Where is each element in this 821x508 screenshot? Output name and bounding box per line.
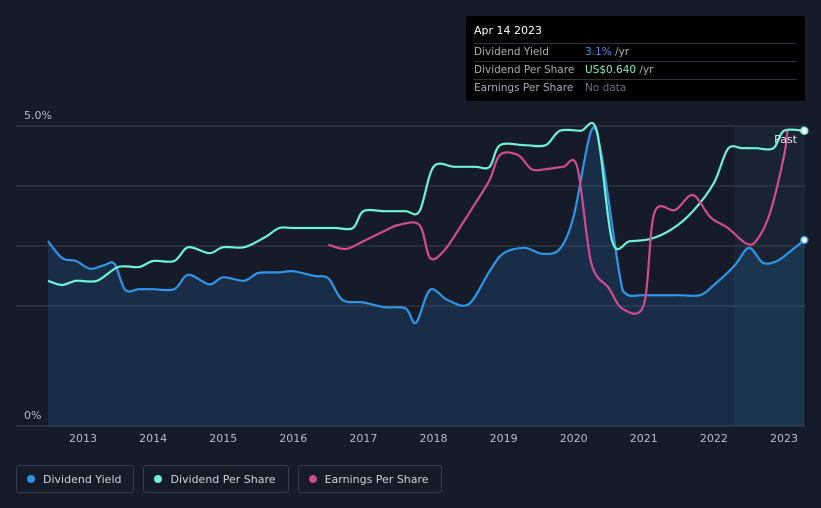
tooltip-value: US$0.640 [585, 64, 637, 76]
x-axis-ticks: 2013 2014 2015 2016 2017 2018 2019 2020 2021 2022… [69, 432, 798, 445]
tooltip-label: Dividend Yield [474, 46, 549, 58]
y-tick-label: 5.0% [24, 109, 52, 122]
yield-area [48, 127, 805, 427]
grid-lines [16, 125, 805, 427]
series-endpoints [800, 126, 809, 245]
legend: Dividend Yield Dividend Per Share Earnin… [16, 465, 442, 493]
x-tick-label: 2023 [770, 432, 798, 445]
series-areas [48, 127, 805, 427]
legend-label: Earnings Per Share [324, 472, 429, 486]
x-tick-label: 2016 [279, 432, 307, 445]
yield-line [47, 126, 805, 325]
tooltip-value: No data [585, 82, 627, 94]
tooltip-row-dividend-per-share: Dividend Per Share US$0.640 /yr [474, 61, 797, 79]
x-tick-label: 2017 [349, 432, 377, 445]
x-tick-label: 2018 [420, 432, 448, 445]
past-label: Past [774, 133, 798, 146]
tooltip-unit: /yr [636, 64, 654, 76]
y-tick-label: 0% [24, 409, 41, 422]
x-tick-label: 2022 [700, 432, 728, 445]
x-tick-label: 2021 [630, 432, 658, 445]
tooltip-date: Apr 14 2023 [474, 24, 543, 37]
tooltip-panel: Apr 14 2023 Dividend Yield 3.1% /yr Divi… [466, 16, 805, 101]
tooltip-label: Dividend Per Share [474, 64, 575, 76]
tooltip-value: 3.1% [585, 46, 612, 58]
past-shade [734, 126, 805, 426]
legend-label: Dividend Yield [43, 472, 122, 486]
tooltip-row-earnings-per-share: Earnings Per Share No data [474, 79, 797, 97]
legend-label: Dividend Per Share [170, 472, 276, 486]
legend-item-dividend-per-share[interactable]: Dividend Per Share [143, 465, 289, 493]
x-tick-label: 2020 [560, 432, 588, 445]
y-axis-ticks: 5.0% 0% [24, 109, 52, 422]
eps-line [328, 130, 789, 315]
yield-endpoint [800, 235, 809, 245]
legend-item-earnings-per-share[interactable]: Earnings Per Share [297, 465, 442, 493]
x-tick-label: 2013 [69, 432, 97, 445]
x-tick-label: 2015 [209, 432, 237, 445]
x-tick-label: 2014 [139, 432, 167, 445]
series-lines [47, 121, 805, 325]
dps-endpoint [800, 126, 809, 136]
dps-line [47, 121, 805, 287]
x-tick-label: 2019 [490, 432, 518, 445]
tooltip-label: Earnings Per Share [474, 82, 574, 94]
tooltip-row-dividend-yield: Dividend Yield 3.1% /yr [474, 43, 797, 61]
legend-dot [154, 475, 163, 483]
legend-dot [27, 475, 35, 483]
tooltip-unit: /yr [611, 46, 630, 58]
legend-dot [308, 475, 317, 483]
legend-item-dividend-yield[interactable]: Dividend Yield [16, 465, 135, 493]
